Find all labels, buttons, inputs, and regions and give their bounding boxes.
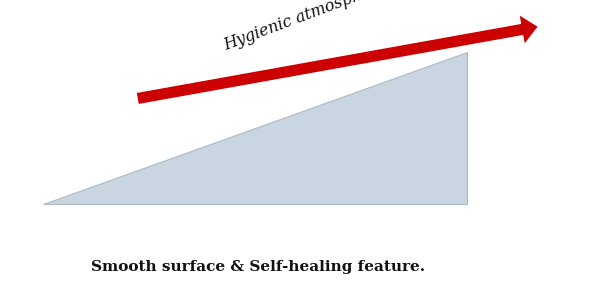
Polygon shape [43, 52, 467, 204]
Text: Hygienic atmosphere ratio.: Hygienic atmosphere ratio. [221, 0, 435, 54]
Text: Smooth surface & Self-healing feature.: Smooth surface & Self-healing feature. [91, 260, 425, 274]
